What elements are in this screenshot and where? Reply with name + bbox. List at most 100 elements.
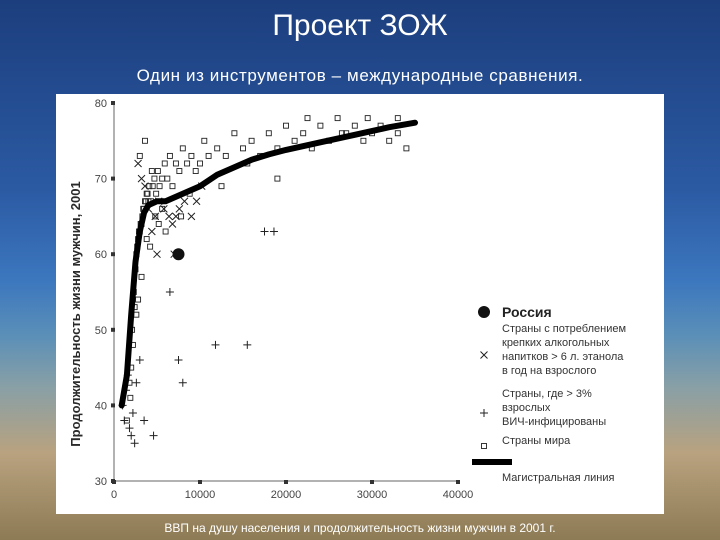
hiv-point <box>165 288 174 296</box>
world-point <box>300 130 307 137</box>
alcohol-point <box>180 197 189 206</box>
world-point <box>153 190 160 197</box>
world-point <box>317 122 324 129</box>
legend: Россия Страны с потреблением крепких алког… <box>472 304 626 484</box>
y-tick-mark <box>111 327 115 332</box>
legend-label: Магистральная линия <box>502 472 614 484</box>
legend-label: Страны, где > 3% взрослых ВИЧ-инфицированы <box>502 388 606 428</box>
alcohol-point <box>141 182 149 191</box>
alcohol-point <box>172 212 180 221</box>
world-point <box>351 122 358 129</box>
y-tick-label: 40 <box>95 400 107 412</box>
alcohol-point <box>147 227 156 236</box>
hiv-point <box>130 439 139 448</box>
alcohol-point <box>160 204 168 213</box>
world-point <box>394 115 401 122</box>
hiv-point <box>140 416 149 425</box>
world-point <box>138 273 145 280</box>
legend-label: Россия <box>502 304 552 320</box>
alcohol-point <box>187 212 196 221</box>
world-point <box>231 130 238 137</box>
world-point <box>148 168 155 174</box>
world-point <box>136 152 143 159</box>
world-point <box>172 160 179 167</box>
alcohol-point <box>137 174 146 183</box>
x-tick-label: 40000 <box>443 489 474 501</box>
legend-label: Страны мира <box>502 435 571 447</box>
world-point <box>334 115 341 122</box>
legend-item-alcohol: Страны с потреблением крепких алкогольных… <box>480 323 626 377</box>
x-tick-mark <box>198 480 202 484</box>
y-tick-label: 80 <box>95 98 107 110</box>
y-tick-mark <box>111 176 115 181</box>
world-point <box>169 183 176 190</box>
world-point <box>135 296 142 303</box>
world-point <box>188 152 195 159</box>
world-point <box>154 168 161 174</box>
world-point <box>144 190 151 197</box>
world-point <box>222 152 229 159</box>
hiv-point <box>125 424 134 433</box>
x-tick-label: 0 <box>111 489 117 501</box>
legend-item-trend: Магистральная линия <box>472 459 614 484</box>
x-tick-mark <box>456 480 460 484</box>
y-tick-label: 60 <box>95 249 107 261</box>
legend-marker-world <box>481 443 487 449</box>
hiv-point <box>135 356 144 365</box>
x-tick-mark <box>284 480 288 484</box>
legend-item-world: Страны мира <box>481 435 571 449</box>
y-tick-mark <box>111 403 115 408</box>
alcohol-point <box>165 212 173 221</box>
world-point <box>161 160 168 167</box>
world-point <box>248 137 255 144</box>
y-axis-label: Продолжительность жизни мужчин, 2001 <box>68 181 83 446</box>
y-tick-mark <box>111 101 115 105</box>
legend-label: Страны с потреблением крепких алкогольных… <box>502 323 626 377</box>
world-point <box>166 152 173 159</box>
legend-marker-russia <box>478 306 490 318</box>
world-point <box>192 168 199 174</box>
y-tick-mark <box>111 252 115 257</box>
axes: 30 40 50 60 70 80 0 10000 20000 30000 40000 <box>95 98 474 501</box>
legend-marker-hiv <box>480 409 488 417</box>
alcohol-point <box>151 212 160 221</box>
world-point <box>403 145 410 152</box>
world-point <box>151 175 158 182</box>
world-point <box>386 137 393 144</box>
y-tick-label: 50 <box>95 325 107 337</box>
x-tick-label: 20000 <box>271 489 302 501</box>
world-point <box>360 137 367 144</box>
y-tick-label: 30 <box>95 476 107 488</box>
world-point <box>149 183 156 190</box>
x-tick-mark <box>370 480 374 484</box>
world-point <box>184 160 191 167</box>
world-point <box>143 236 150 243</box>
world-point <box>176 168 183 174</box>
hiv-point <box>269 227 278 236</box>
world-point <box>156 183 163 190</box>
world-point <box>205 152 212 159</box>
alcohol-point <box>192 197 201 206</box>
world-point <box>265 130 272 137</box>
world-point <box>146 183 153 190</box>
x-tick-label: 30000 <box>357 489 388 501</box>
world-point <box>197 160 203 167</box>
hiv-point <box>178 378 187 387</box>
data-marks <box>118 115 418 448</box>
world-point <box>218 183 225 190</box>
world-point <box>127 394 134 401</box>
world-point <box>159 205 166 212</box>
world-point <box>159 175 166 182</box>
world-point <box>214 145 221 152</box>
world-point <box>178 213 185 220</box>
hiv-point <box>149 431 158 440</box>
russia-point <box>172 248 185 261</box>
legend-item-hiv: Страны, где > 3% взрослых ВИЧ-инфицированы <box>480 388 606 428</box>
hiv-point <box>211 340 220 349</box>
alcohol-point <box>175 204 184 213</box>
world-point <box>394 130 401 137</box>
scatter-chart: Продолжительность жизни мужчин, 2001 30 4… <box>68 98 626 501</box>
y-axis-label-group: Продолжительность жизни мужчин, 2001 <box>68 181 83 446</box>
x-tick-mark <box>112 480 116 484</box>
legend-item-russia: Россия <box>478 304 552 320</box>
